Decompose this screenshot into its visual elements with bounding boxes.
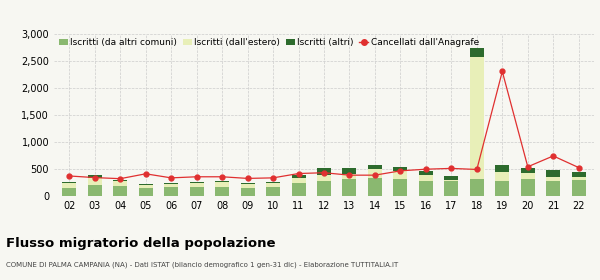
Bar: [445, 181, 458, 196]
Bar: [139, 184, 153, 185]
Bar: [343, 174, 356, 179]
Bar: [215, 186, 229, 196]
Bar: [521, 179, 535, 196]
Bar: [546, 176, 560, 181]
Bar: [266, 187, 280, 196]
Bar: [139, 188, 153, 196]
Bar: [572, 180, 586, 196]
Bar: [495, 165, 509, 172]
Bar: [317, 175, 331, 181]
Bar: [394, 179, 407, 196]
Bar: [88, 185, 102, 196]
Bar: [62, 183, 76, 188]
Bar: [88, 175, 102, 178]
Bar: [164, 183, 178, 184]
Bar: [164, 184, 178, 187]
Bar: [572, 172, 586, 176]
Bar: [394, 167, 407, 171]
Bar: [368, 165, 382, 169]
Bar: [394, 171, 407, 179]
Bar: [88, 178, 102, 185]
Bar: [546, 181, 560, 196]
Bar: [190, 187, 203, 196]
Bar: [368, 178, 382, 196]
Bar: [343, 179, 356, 196]
Bar: [241, 184, 254, 188]
Bar: [266, 183, 280, 187]
Legend: Iscritti (da altri comuni), Iscritti (dall'estero), Iscritti (altri), Cancellati: Iscritti (da altri comuni), Iscritti (da…: [59, 38, 479, 47]
Bar: [419, 181, 433, 196]
Bar: [266, 182, 280, 183]
Bar: [241, 188, 254, 196]
Bar: [470, 179, 484, 196]
Bar: [215, 182, 229, 186]
Text: Flusso migratorio della popolazione: Flusso migratorio della popolazione: [6, 237, 275, 249]
Bar: [572, 176, 586, 180]
Bar: [62, 182, 76, 183]
Bar: [445, 180, 458, 181]
Bar: [419, 171, 433, 175]
Bar: [317, 181, 331, 196]
Bar: [470, 57, 484, 179]
Bar: [521, 168, 535, 173]
Bar: [495, 181, 509, 196]
Bar: [113, 186, 127, 196]
Bar: [445, 176, 458, 180]
Bar: [241, 183, 254, 184]
Bar: [62, 188, 76, 196]
Bar: [139, 185, 153, 188]
Text: COMUNE DI PALMA CAMPANIA (NA) - Dati ISTAT (bilancio demografico 1 gen-31 dic) -: COMUNE DI PALMA CAMPANIA (NA) - Dati IST…: [6, 262, 398, 268]
Bar: [368, 169, 382, 178]
Bar: [495, 172, 509, 181]
Bar: [546, 170, 560, 176]
Bar: [190, 182, 203, 183]
Bar: [343, 167, 356, 174]
Bar: [113, 181, 127, 186]
Bar: [164, 187, 178, 196]
Bar: [190, 183, 203, 187]
Bar: [317, 168, 331, 175]
Bar: [292, 176, 305, 178]
Bar: [292, 183, 305, 196]
Bar: [113, 180, 127, 181]
Bar: [419, 175, 433, 181]
Bar: [292, 178, 305, 183]
Bar: [521, 173, 535, 179]
Bar: [470, 48, 484, 57]
Bar: [215, 181, 229, 182]
